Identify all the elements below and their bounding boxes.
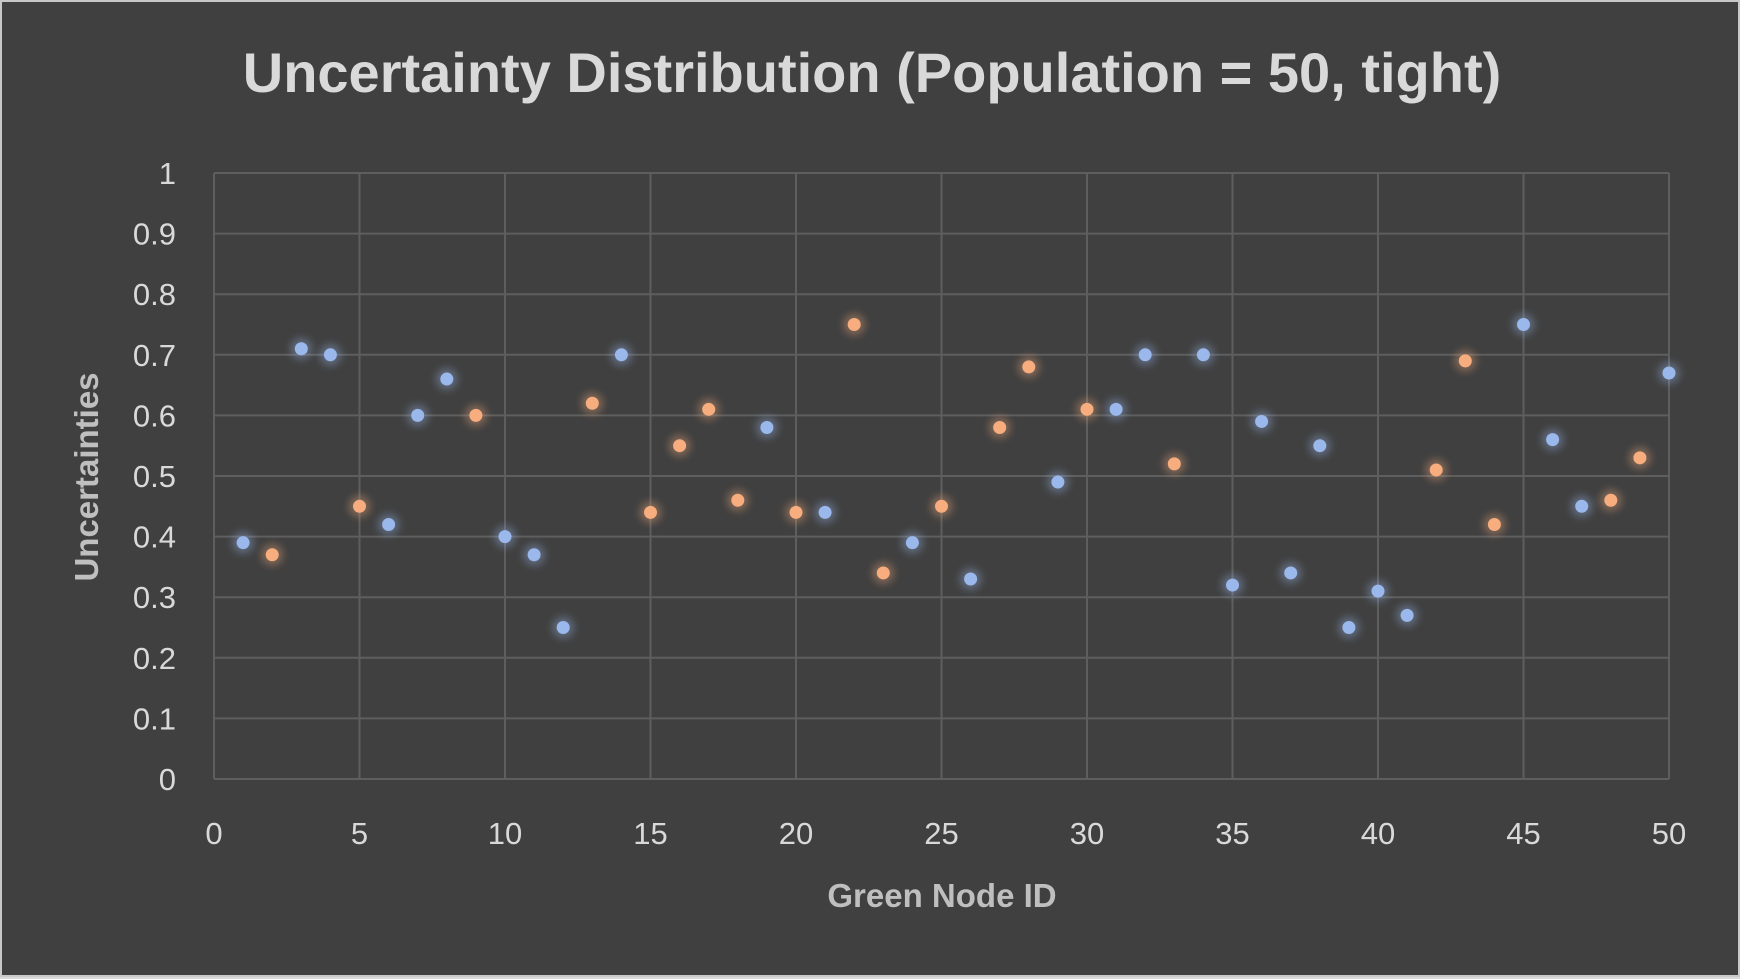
data-points	[232, 313, 1680, 639]
y-tick-label: 0.6	[133, 398, 176, 433]
data-point-blue	[1367, 580, 1389, 603]
data-point-orange	[464, 404, 487, 427]
data-point-orange	[639, 501, 662, 524]
data-point-orange	[785, 501, 807, 524]
data-point-blue	[377, 513, 400, 536]
data-point-blue	[1570, 495, 1593, 518]
data-point-orange	[581, 392, 604, 415]
data-point-orange	[1454, 349, 1477, 372]
x-tick-label: 0	[205, 816, 222, 851]
data-point-orange	[843, 313, 866, 336]
grid-lines	[213, 172, 1670, 780]
y-tick-label: 0.9	[133, 217, 176, 252]
data-point-orange	[872, 561, 895, 584]
data-point-blue	[1250, 410, 1273, 433]
y-axis-title: Uncertainties	[68, 372, 105, 581]
y-tick-label: 0.4	[133, 520, 176, 555]
y-axis-ticks: 0 0.1 0.2 0.3 0.4 0.5 0.6 0.7 0.8 0.9 1	[133, 156, 176, 797]
y-tick-label: 0.3	[133, 580, 176, 615]
data-point-blue	[755, 416, 778, 439]
data-point-blue	[610, 343, 633, 366]
y-tick-label: 0.8	[133, 277, 176, 312]
data-point-blue	[1221, 574, 1244, 597]
data-point-blue	[1134, 343, 1157, 366]
data-point-blue	[494, 525, 516, 548]
data-point-blue	[435, 368, 458, 391]
x-tick-label: 10	[488, 816, 522, 851]
data-point-blue	[1046, 471, 1069, 494]
data-point-blue	[1105, 398, 1128, 421]
y-tick-label: 0.7	[133, 338, 176, 373]
x-tick-label: 5	[351, 816, 368, 851]
data-point-blue	[1512, 313, 1535, 336]
y-tick-label: 0.1	[133, 701, 176, 736]
x-tick-label: 15	[633, 816, 667, 851]
x-axis-ticks: 0 5 10 15 20 25 30 35 40 45 50	[205, 816, 1686, 851]
data-point-orange	[1628, 446, 1651, 469]
data-point-blue	[232, 531, 255, 554]
y-tick-label: 0	[159, 762, 176, 797]
data-point-orange	[930, 495, 953, 518]
data-point-blue	[319, 343, 342, 366]
data-point-orange	[1076, 398, 1098, 421]
data-point-blue	[1396, 604, 1419, 627]
data-point-orange	[988, 416, 1011, 439]
y-tick-label: 1	[159, 156, 176, 191]
x-tick-label: 25	[924, 816, 958, 851]
data-point-blue	[1279, 561, 1302, 584]
data-point-orange	[1163, 452, 1186, 475]
x-axis-title: Green Node ID	[827, 877, 1056, 914]
data-point-orange	[726, 489, 749, 512]
data-point-blue	[901, 531, 924, 554]
data-point-orange	[348, 495, 371, 518]
data-point-blue	[1337, 616, 1360, 639]
data-point-blue	[523, 543, 546, 566]
data-point-blue	[1541, 428, 1564, 451]
x-tick-label: 20	[779, 816, 813, 851]
data-point-orange	[261, 543, 284, 566]
data-point-blue	[290, 337, 313, 360]
y-tick-label: 0.2	[133, 641, 176, 676]
data-point-orange	[1483, 513, 1506, 536]
x-tick-label: 50	[1652, 816, 1686, 851]
data-point-blue	[1308, 434, 1331, 457]
data-point-blue	[1658, 361, 1680, 384]
x-tick-label: 45	[1506, 816, 1540, 851]
data-point-orange	[1017, 355, 1040, 378]
data-point-blue	[406, 404, 429, 427]
data-point-orange	[1599, 489, 1622, 512]
data-point-blue	[552, 616, 575, 639]
data-point-blue	[814, 501, 837, 524]
data-point-orange	[697, 398, 720, 421]
x-tick-label: 40	[1361, 816, 1395, 851]
data-point-orange	[1425, 458, 1448, 481]
data-point-orange	[668, 434, 691, 457]
x-tick-label: 35	[1215, 816, 1249, 851]
data-point-blue	[959, 568, 982, 591]
y-tick-label: 0.5	[133, 459, 176, 494]
x-tick-label: 30	[1070, 816, 1104, 851]
chart-title: Uncertainty Distribution (Population = 5…	[242, 41, 1502, 104]
data-point-blue	[1192, 343, 1215, 366]
